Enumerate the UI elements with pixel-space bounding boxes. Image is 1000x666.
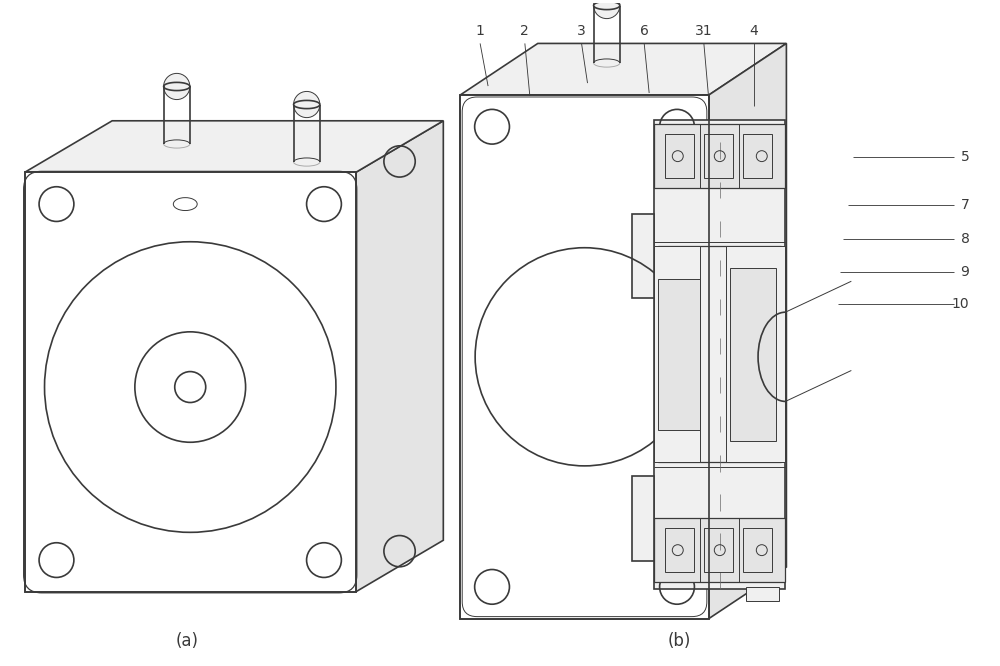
Polygon shape: [709, 43, 786, 619]
Bar: [654, 125, 785, 188]
Text: 4: 4: [749, 25, 758, 39]
Text: 1: 1: [476, 25, 485, 39]
Text: (b): (b): [667, 633, 691, 651]
Bar: [654, 519, 785, 582]
Text: 8: 8: [961, 232, 969, 246]
Bar: [743, 134, 772, 178]
Bar: [658, 279, 700, 430]
Text: 10: 10: [952, 297, 969, 311]
Bar: [665, 134, 694, 178]
Bar: [746, 587, 779, 601]
Text: (a): (a): [175, 633, 198, 651]
Bar: [632, 214, 654, 298]
Text: 3: 3: [577, 25, 586, 39]
Bar: [654, 246, 700, 462]
Polygon shape: [356, 121, 443, 592]
Circle shape: [164, 73, 190, 99]
Polygon shape: [460, 43, 786, 95]
Text: 7: 7: [961, 198, 969, 212]
Polygon shape: [25, 172, 356, 592]
Text: 9: 9: [961, 264, 969, 278]
Bar: [654, 120, 785, 589]
Bar: [632, 476, 654, 561]
Bar: [726, 246, 785, 462]
Circle shape: [594, 0, 620, 19]
Bar: [730, 268, 776, 441]
Text: 5: 5: [961, 151, 969, 165]
Polygon shape: [25, 121, 443, 172]
Polygon shape: [460, 95, 709, 619]
Text: 2: 2: [520, 25, 529, 39]
Circle shape: [294, 91, 320, 118]
Bar: [704, 528, 733, 572]
Bar: [743, 528, 772, 572]
Bar: [704, 134, 733, 178]
Text: 31: 31: [695, 25, 713, 39]
Bar: [665, 528, 694, 572]
Text: 6: 6: [640, 25, 649, 39]
Bar: [658, 246, 781, 462]
